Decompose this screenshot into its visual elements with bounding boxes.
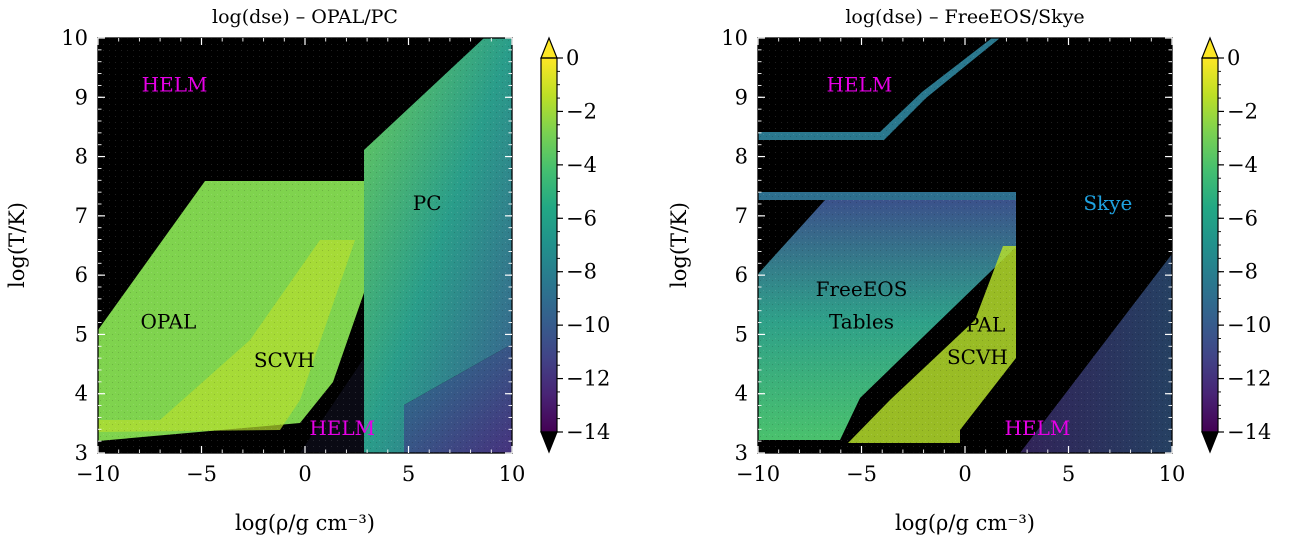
region-label: FreeEOS	[816, 277, 908, 301]
y-axis-label: log(T/K)	[5, 202, 29, 288]
panel-title: log(dse) – OPAL/PC	[212, 6, 398, 28]
tick-group: −10 −5 0 5 10 3 4 5 6 7 8 9 10	[721, 26, 1185, 486]
colorbar-tick-label: −2	[1227, 99, 1258, 123]
colorbar-tick-label: −4	[1227, 153, 1258, 177]
x-axis-label: log(ρ/g cm⁻³)	[235, 511, 375, 535]
colorbar-tick-label: −2	[566, 99, 597, 123]
y-tick-label: 7	[735, 204, 748, 228]
x-tick-label: 5	[1062, 462, 1075, 486]
y-tick-label: 6	[735, 263, 748, 287]
panel-title: log(dse) – FreeEOS/Skye	[845, 6, 1084, 28]
colorbar-extend-top	[1201, 36, 1219, 59]
colorbar-tick-label: −6	[1227, 206, 1258, 230]
x-tick-label: 10	[499, 462, 526, 486]
y-axis-label: log(T/K)	[667, 202, 691, 288]
heatmap-speckle	[758, 38, 1172, 453]
x-tick-label: 5	[402, 462, 415, 486]
y-tick-label: 4	[735, 382, 748, 406]
panel-opal-pc: log(dse) – OPAL/PC −10 −5 0 5 10 3 4 5 6 7 8 9 10 HE…	[5, 6, 610, 535]
colorbar-extend-bottom	[1201, 431, 1219, 454]
heatmap-area	[98, 38, 512, 453]
region-label: Tables	[829, 310, 894, 334]
colorbar-fill	[541, 58, 557, 432]
x-axis-label: log(ρ/g cm⁻³)	[895, 511, 1035, 535]
region-label: HELM	[309, 416, 375, 440]
tick-group: −10 −5 0 5 10 3 4 5 6 7 8 9 10	[61, 26, 525, 486]
y-tick-label: 8	[735, 145, 748, 169]
colorbar-tick-label: −14	[566, 420, 610, 444]
y-tick-label: 9	[735, 85, 748, 109]
colorbar-tick-group: 0 −2 −4 −6 −8 −10 −12 −14	[557, 46, 610, 444]
colorbar-tick-label: −10	[1227, 313, 1271, 337]
y-tick-label: 10	[61, 26, 88, 50]
colorbar-extend-top	[540, 36, 558, 59]
region-label: PC	[413, 191, 442, 215]
colorbar-tick-label: −10	[566, 313, 610, 337]
x-tick-label: 0	[958, 462, 971, 486]
y-tick-label: 10	[721, 26, 748, 50]
y-tick-label: 3	[75, 441, 88, 465]
colorbar-tick-label: −12	[1227, 367, 1271, 391]
region-label: OPAL	[141, 310, 197, 334]
x-tick-label: −5	[186, 462, 217, 486]
colorbar: 0 −2 −4 −6 −8 −10 −12 −14	[1201, 36, 1271, 454]
region-label: OPAL	[950, 312, 1006, 336]
region-label-group: HELM OPAL SCVH PC HELM	[141, 72, 442, 440]
x-tick-label: −10	[736, 462, 780, 486]
y-tick-label: 4	[75, 382, 88, 406]
colorbar-extend-bottom	[540, 431, 558, 454]
heatmap-area	[758, 38, 1172, 453]
colorbar-tick-label: −12	[566, 367, 610, 391]
region-label: SCVH	[947, 345, 1008, 369]
colorbar-tick-label: −6	[566, 206, 597, 230]
colorbar-tick-label: 0	[1227, 46, 1240, 70]
x-tick-label: −10	[76, 462, 120, 486]
y-tick-label: 5	[735, 322, 748, 346]
colorbar-tick-label: −4	[566, 153, 597, 177]
colorbar-tick-label: −8	[1227, 260, 1258, 284]
region-label: SCVH	[254, 348, 315, 372]
y-tick-label: 9	[75, 85, 88, 109]
colorbar-tick-group: 0 −2 −4 −6 −8 −10 −12 −14	[1218, 46, 1271, 444]
y-tick-label: 5	[75, 322, 88, 346]
region-label: HELM	[142, 72, 208, 96]
panel-freeeos-skye: log(dse) – FreeEOS/Skye −10 −5 0 5 10 3 4 5 6 7 8 9…	[667, 6, 1271, 535]
region-label: HELM	[1005, 416, 1071, 440]
y-tick-label: 7	[75, 204, 88, 228]
x-tick-label: 0	[298, 462, 311, 486]
colorbar-fill	[1202, 58, 1218, 432]
region-label-group: HELM Skye FreeEOS Tables OPAL SCVH HELM	[816, 72, 1133, 440]
x-tick-label: 10	[1159, 462, 1186, 486]
y-tick-label: 8	[75, 145, 88, 169]
colorbar-tick-label: −14	[1227, 420, 1271, 444]
x-tick-label: −5	[846, 462, 877, 486]
heatmap-speckle	[98, 38, 512, 453]
y-tick-label: 6	[75, 263, 88, 287]
colorbar-tick-label: 0	[566, 46, 579, 70]
colorbar: 0 −2 −4 −6 −8 −10 −12 −14	[540, 36, 610, 454]
y-tick-label: 3	[735, 441, 748, 465]
region-label: HELM	[827, 72, 893, 96]
colorbar-tick-label: −8	[566, 260, 597, 284]
region-label: Skye	[1083, 191, 1132, 215]
